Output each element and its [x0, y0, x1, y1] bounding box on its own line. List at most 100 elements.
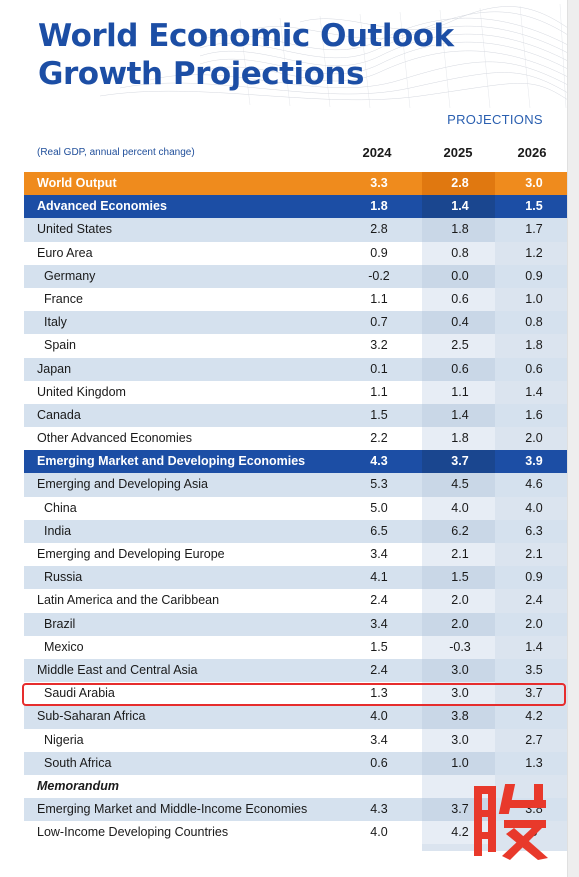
- highlight-box-saudi-arabia: [22, 683, 566, 706]
- table-row-france: France 1.1 0.6 1.0: [24, 287, 568, 312]
- value-2026: 4.0: [525, 500, 543, 515]
- table-row-sub-saharan-africa: Sub-Saharan Africa 4.0 3.8 4.2: [24, 705, 568, 729]
- row-label: Germany: [44, 268, 96, 283]
- projection-cell-tint: [422, 403, 495, 428]
- value-2024: 1.1: [370, 291, 388, 306]
- projections-header: PROJECTIONS: [447, 112, 543, 127]
- value-2025: 4.0: [451, 500, 469, 515]
- table-row-germany: Germany -0.2 0.0 0.9: [24, 264, 568, 288]
- table-header-row: (Real GDP, annual percent change) 2024 2…: [24, 142, 568, 166]
- value-2024: 0.6: [370, 755, 388, 770]
- value-2026: 1.0: [525, 291, 543, 306]
- value-2026: 0.9: [525, 570, 543, 585]
- value-2024: 3.4: [370, 616, 388, 631]
- value-2026: 2.1: [525, 547, 543, 561]
- value-2024: 2.4: [370, 662, 388, 677]
- value-2025: 4.2: [451, 825, 469, 840]
- projection-cell-tint: [422, 218, 495, 242]
- value-2024: 0.7: [370, 315, 388, 330]
- projection-cell-tint: [422, 612, 495, 636]
- value-2024: 2.4: [370, 593, 388, 608]
- value-2024: 3.4: [370, 547, 388, 561]
- projection-cell-tint: [422, 589, 495, 613]
- year-header-2025: 2025: [443, 145, 473, 160]
- value-2025: 4.5: [451, 477, 469, 492]
- year-header-2024: 2024: [362, 145, 392, 160]
- table-row-canada: Canada 1.5 1.4 1.6: [24, 403, 568, 428]
- row-label: Low-Income Developing Countries: [37, 825, 229, 840]
- title-line-2: Growth Projections: [38, 56, 364, 92]
- year-header-2026: 2026: [517, 145, 547, 160]
- value-2026: 3.0: [525, 176, 543, 190]
- value-2025: 2.0: [451, 593, 469, 608]
- value-2025: 3.0: [451, 732, 469, 747]
- value-2026: 1.7: [525, 222, 543, 237]
- value-2025: 6.2: [451, 523, 469, 538]
- watermark-glyph-logo: [474, 784, 548, 860]
- row-label: Mexico: [44, 639, 84, 654]
- projection-cell-tint: [422, 543, 495, 567]
- row-label: South Africa: [44, 755, 112, 770]
- table-row-emerging-market-and-developing-economies: Emerging Market and Developing Economies…: [24, 450, 568, 474]
- table-row-mexico: Mexico 1.5 -0.3 1.4: [24, 635, 568, 659]
- value-2026: 6.3: [525, 523, 543, 538]
- page-title: World Economic Outlook Growth Projection…: [38, 17, 454, 93]
- projection-cell-tint: [422, 682, 495, 706]
- row-label: Middle East and Central Asia: [37, 662, 198, 677]
- value-2024: 2.8: [370, 222, 388, 237]
- row-label: Emerging and Developing Asia: [37, 477, 208, 492]
- value-2025: 3.0: [451, 662, 469, 677]
- table-row-latin-america-and-the-caribbean: Latin America and the Caribbean 2.4 2.0 2.4: [24, 589, 568, 613]
- projection-cell-tint: [422, 427, 495, 451]
- title-line-1: World Economic Outlook: [38, 18, 454, 54]
- value-2024: 4.1: [370, 570, 388, 585]
- value-2026: 3.9: [525, 454, 543, 469]
- table-row-united-states: United States 2.8 1.8 1.7: [24, 218, 568, 242]
- value-2025: 2.5: [451, 338, 469, 353]
- value-2026: 2.4: [525, 593, 543, 608]
- table-row-italy: Italy 0.7 0.4 0.8: [24, 311, 568, 335]
- table-row-spain: Spain 3.2 2.5 1.8: [24, 334, 568, 358]
- row-label: Italy: [44, 315, 67, 330]
- value-2026: 1.2: [525, 245, 543, 260]
- value-2024: 3.3: [370, 176, 388, 190]
- value-2026: 1.3: [525, 755, 543, 770]
- value-2024: 6.5: [370, 523, 388, 538]
- row-label: Latin America and the Caribbean: [37, 593, 220, 608]
- table-row-russia: Russia 4.1 1.5 0.9: [24, 566, 568, 590]
- table-row-emerging-and-developing-asia: Emerging and Developing Asia 5.3 4.5 4.6: [24, 473, 568, 497]
- value-2025: 1.8: [451, 431, 469, 446]
- value-2025: -0.3: [449, 639, 471, 654]
- row-label: Canada: [37, 407, 81, 422]
- projection-cell-tint: [422, 287, 495, 312]
- table-row-euro-area: Euro Area 0.9 0.8 1.2: [24, 241, 568, 265]
- value-2026: 1.8: [525, 338, 543, 353]
- value-2026: 0.6: [525, 361, 543, 376]
- row-label: Russia: [44, 570, 83, 585]
- row-label: Nigeria: [44, 732, 84, 747]
- table-row-brazil: Brazil 3.4 2.0 2.0: [24, 612, 568, 636]
- row-label: United States: [37, 222, 113, 237]
- projection-cell-tint: [422, 496, 495, 520]
- row-label: France: [44, 291, 83, 306]
- value-2024: 1.5: [370, 407, 388, 422]
- row-label: Spain: [44, 338, 76, 353]
- projection-cell-tint: [422, 241, 495, 265]
- table-subtitle: (Real GDP, annual percent change): [37, 147, 195, 158]
- value-2025: 3.8: [451, 709, 469, 724]
- projection-cell-tint: [422, 172, 495, 196]
- value-2024: 1.5: [370, 639, 388, 654]
- value-2024: 3.2: [370, 338, 388, 353]
- projection-cell-tint: [422, 450, 495, 474]
- value-2024: 2.2: [370, 431, 388, 446]
- value-2026: 1.5: [525, 199, 543, 214]
- projection-cell-tint: [422, 195, 495, 219]
- value-2025: 3.7: [451, 454, 469, 469]
- value-2025: 1.1: [451, 384, 469, 399]
- row-label: China: [44, 500, 77, 515]
- row-label: India: [44, 523, 72, 538]
- value-2024: 4.0: [370, 825, 388, 840]
- growth-table: World Output 3.3 2.8 3.0 Advanced Economies 1…: [24, 172, 568, 845]
- value-2026: 1.6: [525, 407, 543, 422]
